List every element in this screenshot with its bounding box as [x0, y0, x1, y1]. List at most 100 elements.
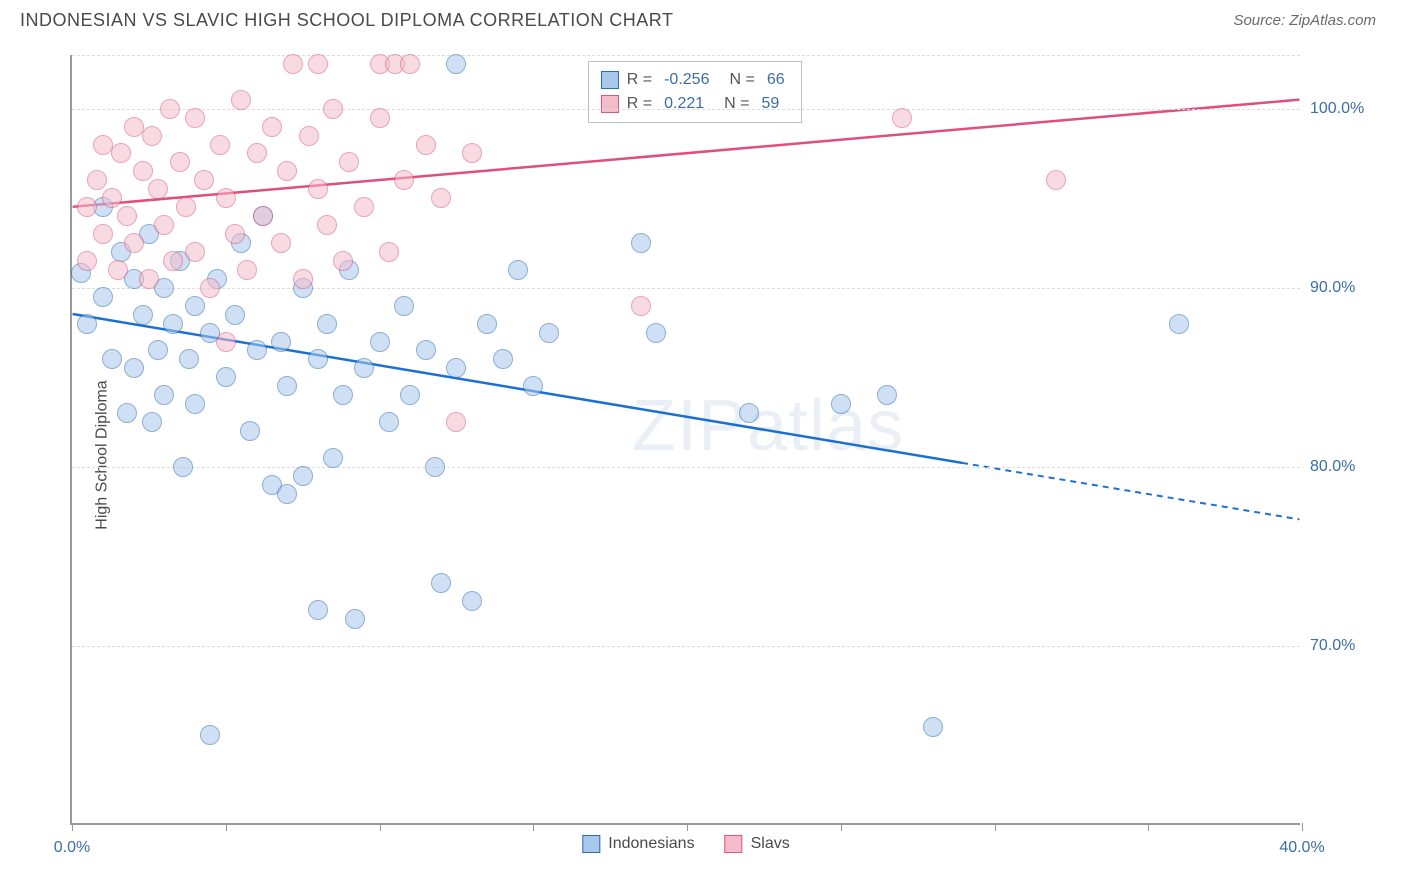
legend-stats-row: R =-0.256 N =66 [601, 68, 789, 92]
scatter-point [293, 269, 313, 289]
legend-item: Slavs [725, 835, 790, 853]
source-label: Source: ZipAtlas.com [1233, 12, 1376, 29]
scatter-point [225, 224, 245, 244]
bottom-legend: Indonesians Slavs [582, 835, 789, 853]
scatter-point [148, 340, 168, 360]
legend-label: Indonesians [608, 835, 694, 853]
legend-swatch [582, 835, 600, 853]
scatter-point [200, 278, 220, 298]
y-tick-label: 80.0% [1310, 458, 1380, 476]
legend-stats-box: R =-0.256 N =66 R =0.221 N =59 [588, 61, 802, 123]
scatter-point [108, 260, 128, 280]
scatter-point [523, 376, 543, 396]
gridline [72, 288, 1300, 289]
scatter-point [631, 233, 651, 253]
scatter-point [93, 287, 113, 307]
scatter-point [394, 170, 414, 190]
scatter-point [117, 403, 137, 423]
chart-container: High School Diploma ZIPatlas R =-0.256 N… [20, 45, 1390, 865]
scatter-point [425, 457, 445, 477]
scatter-point [739, 403, 759, 423]
gridline [72, 467, 1300, 468]
scatter-point [317, 314, 337, 334]
scatter-point [237, 260, 257, 280]
scatter-point [117, 206, 137, 226]
scatter-point [431, 188, 451, 208]
scatter-point [253, 206, 273, 226]
scatter-point [185, 108, 205, 128]
scatter-point [148, 179, 168, 199]
scatter-point [176, 197, 196, 217]
scatter-point [446, 412, 466, 432]
legend-stats-row: R =0.221 N =59 [601, 92, 789, 116]
plot-area: ZIPatlas R =-0.256 N =66 R =0.221 N =59 … [70, 55, 1300, 825]
scatter-point [142, 412, 162, 432]
scatter-point [1046, 170, 1066, 190]
x-tick [995, 823, 996, 831]
gridline [72, 55, 1300, 56]
scatter-point [262, 117, 282, 137]
scatter-point [293, 466, 313, 486]
scatter-point [185, 296, 205, 316]
scatter-point [831, 394, 851, 414]
scatter-point [154, 215, 174, 235]
legend-swatch [601, 95, 619, 113]
gridline [72, 646, 1300, 647]
scatter-point [102, 349, 122, 369]
scatter-point [102, 188, 122, 208]
scatter-point [139, 269, 159, 289]
scatter-point [163, 314, 183, 334]
scatter-point [124, 233, 144, 253]
scatter-point [446, 358, 466, 378]
legend-label: Slavs [751, 835, 790, 853]
scatter-point [923, 717, 943, 737]
legend-swatch [601, 71, 619, 89]
scatter-point [173, 457, 193, 477]
scatter-point [124, 117, 144, 137]
scatter-point [508, 260, 528, 280]
x-tick [841, 823, 842, 831]
scatter-point [323, 448, 343, 468]
scatter-point [477, 314, 497, 334]
scatter-point [93, 224, 113, 244]
scatter-point [646, 323, 666, 343]
x-tick [687, 823, 688, 831]
scatter-point [339, 152, 359, 172]
scatter-point [185, 394, 205, 414]
scatter-point [379, 242, 399, 262]
x-tick [1302, 823, 1303, 831]
scatter-point [416, 340, 436, 360]
scatter-point [185, 242, 205, 262]
scatter-point [308, 600, 328, 620]
scatter-point [247, 340, 267, 360]
scatter-point [133, 305, 153, 325]
scatter-point [631, 296, 651, 316]
x-tick-label: 40.0% [1279, 839, 1324, 857]
scatter-point [462, 143, 482, 163]
scatter-point [277, 376, 297, 396]
scatter-point [370, 108, 390, 128]
x-tick [533, 823, 534, 831]
scatter-point [111, 143, 131, 163]
scatter-point [247, 143, 267, 163]
scatter-point [179, 349, 199, 369]
chart-title: INDONESIAN VS SLAVIC HIGH SCHOOL DIPLOMA… [20, 10, 673, 31]
scatter-point [133, 161, 153, 181]
x-tick [226, 823, 227, 831]
scatter-point [271, 233, 291, 253]
scatter-point [93, 135, 113, 155]
x-tick [72, 823, 73, 831]
scatter-point [354, 197, 374, 217]
scatter-point [163, 251, 183, 271]
scatter-point [210, 135, 230, 155]
scatter-point [493, 349, 513, 369]
scatter-point [170, 152, 190, 172]
scatter-point [225, 305, 245, 325]
scatter-point [539, 323, 559, 343]
scatter-point [877, 385, 897, 405]
scatter-point [1169, 314, 1189, 334]
scatter-point [216, 367, 236, 387]
scatter-point [462, 591, 482, 611]
scatter-point [194, 170, 214, 190]
scatter-point [394, 296, 414, 316]
